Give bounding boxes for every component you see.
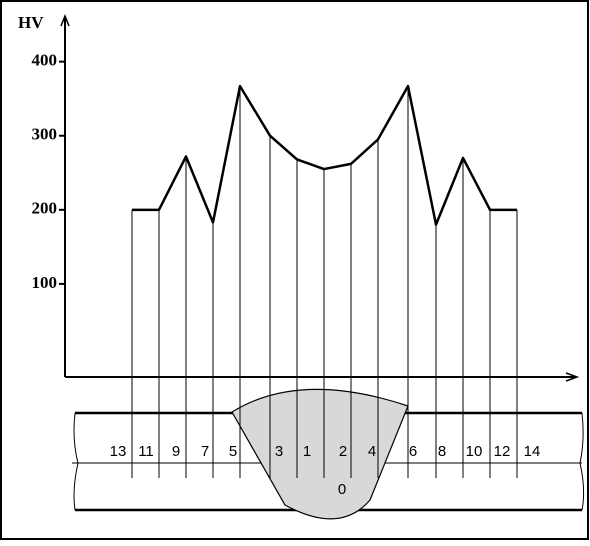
position-label: 12 [494, 443, 511, 460]
y-tick-label: 300 [32, 125, 58, 144]
chart: HV 10020030040013119753102468101214 [0, 0, 590, 541]
position-label: 4 [368, 443, 376, 460]
position-label: 8 [438, 443, 446, 460]
position-label: 0 [338, 481, 346, 498]
position-label: 6 [409, 443, 417, 460]
position-label: 2 [339, 443, 347, 460]
position-label: 1 [303, 443, 311, 460]
position-label: 14 [524, 443, 541, 460]
y-axis-label: HV [18, 13, 44, 32]
position-label: 5 [229, 443, 237, 460]
position-label: 9 [172, 443, 180, 460]
position-label: 10 [466, 443, 483, 460]
y-tick-label: 200 [32, 199, 58, 218]
position-label: 3 [275, 443, 283, 460]
y-tick-label: 400 [32, 51, 58, 70]
position-label: 11 [138, 443, 154, 460]
position-label: 7 [201, 443, 209, 460]
position-label: 13 [110, 443, 127, 460]
y-tick-label: 100 [32, 273, 58, 292]
